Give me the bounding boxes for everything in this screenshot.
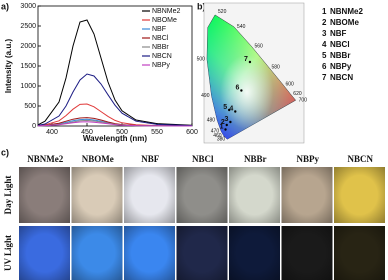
y-tick-label: 2500 — [20, 23, 36, 30]
photo-shade — [71, 226, 123, 280]
photo-shade — [176, 226, 228, 280]
cie-point — [229, 120, 232, 124]
cie-legend-number: 6 — [322, 62, 327, 71]
wavelength-label: 380 — [217, 137, 226, 143]
series-line — [37, 121, 193, 127]
x-tick-label: 500 — [116, 129, 128, 136]
panel-label: a) — [1, 1, 9, 11]
cie-legend-name: NBOMe — [330, 18, 359, 27]
y-tick-label: 3000 — [20, 3, 36, 10]
wavelength-label: 500 — [197, 57, 206, 63]
cie-legend-name: NBPy — [330, 62, 352, 71]
legend-label: NBCN — [152, 53, 172, 60]
column-header: NBBr — [244, 154, 267, 164]
column-header: NBF — [141, 154, 160, 164]
x-axis-title: Wavelength (nm) — [83, 134, 147, 143]
panel-label: b) — [197, 1, 206, 11]
x-tick-label: 600 — [186, 129, 198, 136]
cie-legend-number: 2 — [322, 18, 327, 27]
cie-legend-number: 4 — [322, 40, 327, 49]
column-header: NBPy — [297, 154, 320, 164]
photo-shade — [334, 226, 385, 280]
y-axis-title: Intensity (a.u.) — [4, 39, 13, 94]
legend-label: NBF — [152, 26, 166, 33]
cie-point-label: 1 — [220, 123, 224, 130]
cie-point-label: 7 — [244, 56, 248, 63]
column-header: NBNMe2 — [27, 154, 63, 164]
column-header: NBCN — [347, 154, 373, 164]
row-label: UV Light — [3, 235, 13, 271]
cie-point — [225, 123, 228, 127]
cie-point — [227, 108, 231, 112]
column-header: NBCl — [192, 154, 214, 164]
wavelength-label: 560 — [255, 44, 264, 50]
cie-point — [248, 60, 252, 64]
series-line — [37, 103, 193, 127]
photo-shade — [124, 167, 175, 223]
column-header: NBOMe — [82, 154, 114, 164]
legend-label: NBOMe — [152, 17, 177, 24]
wavelength-label: 600 — [285, 81, 294, 87]
photo-shade — [229, 226, 280, 280]
x-tick-label: 450 — [81, 129, 93, 136]
row-label: Day Light — [3, 176, 13, 215]
y-tick-label: 0 — [32, 123, 36, 130]
series-line — [37, 19, 193, 126]
cie-point-label: 2 — [221, 119, 225, 126]
cie-legend-name: NBF — [330, 29, 347, 38]
cie-legend-number: 1 — [322, 7, 327, 16]
y-tick-label: 500 — [24, 103, 36, 110]
wavelength-label: 520 — [218, 9, 227, 15]
photo-shade — [71, 167, 123, 223]
cie-legend-number: 3 — [322, 29, 327, 38]
series-line — [37, 73, 193, 127]
cie-legend-name: NBBr — [330, 51, 350, 60]
y-tick-label: 1500 — [20, 63, 36, 70]
panel-label: c) — [1, 147, 9, 157]
photo-shade — [334, 167, 385, 223]
photo-shade — [281, 226, 333, 280]
wavelength-label: 540 — [237, 24, 246, 30]
cie-point — [240, 89, 243, 92]
legend-label: NBPy — [152, 62, 170, 69]
wavelength-label: 460 — [213, 133, 222, 139]
cie-white — [206, 14, 296, 140]
photo-shade — [19, 226, 70, 280]
cie-legend-name: NBCl — [330, 40, 350, 49]
y-tick-label: 1000 — [20, 83, 36, 90]
wavelength-label: 490 — [201, 93, 210, 99]
cie-legend-number: 5 — [322, 51, 327, 60]
wavelength-label: 470 — [211, 129, 220, 135]
y-tick-label: 2000 — [20, 43, 36, 50]
photo-shade — [281, 167, 333, 223]
cie-point — [234, 110, 237, 113]
wavelength-label: 700 — [299, 98, 308, 104]
cie-legend-name: NBNMe2 — [330, 7, 363, 16]
cie-legend-name: NBCN — [330, 73, 353, 82]
cie-point-label: 6 — [235, 84, 239, 91]
photo-shade — [19, 167, 70, 223]
wavelength-label: 620 — [293, 91, 302, 97]
cie-legend-number: 7 — [322, 73, 327, 82]
wavelength-label: 580 — [271, 64, 280, 70]
x-tick-label: 550 — [151, 129, 163, 136]
cie-point-label: 4 — [229, 105, 233, 112]
cie-point — [224, 128, 227, 131]
legend-label: NBCl — [152, 35, 169, 42]
wavelength-label: 480 — [207, 117, 216, 123]
x-tick-label: 400 — [46, 129, 58, 136]
cie-point-label: 5 — [223, 104, 227, 111]
cie-point-label: 3 — [224, 116, 228, 123]
photo-shade — [124, 226, 175, 280]
photo-shade — [176, 167, 228, 223]
legend-label: NBBr — [152, 44, 169, 51]
legend-label: NBNMe2 — [152, 8, 181, 15]
photo-shade — [229, 167, 280, 223]
